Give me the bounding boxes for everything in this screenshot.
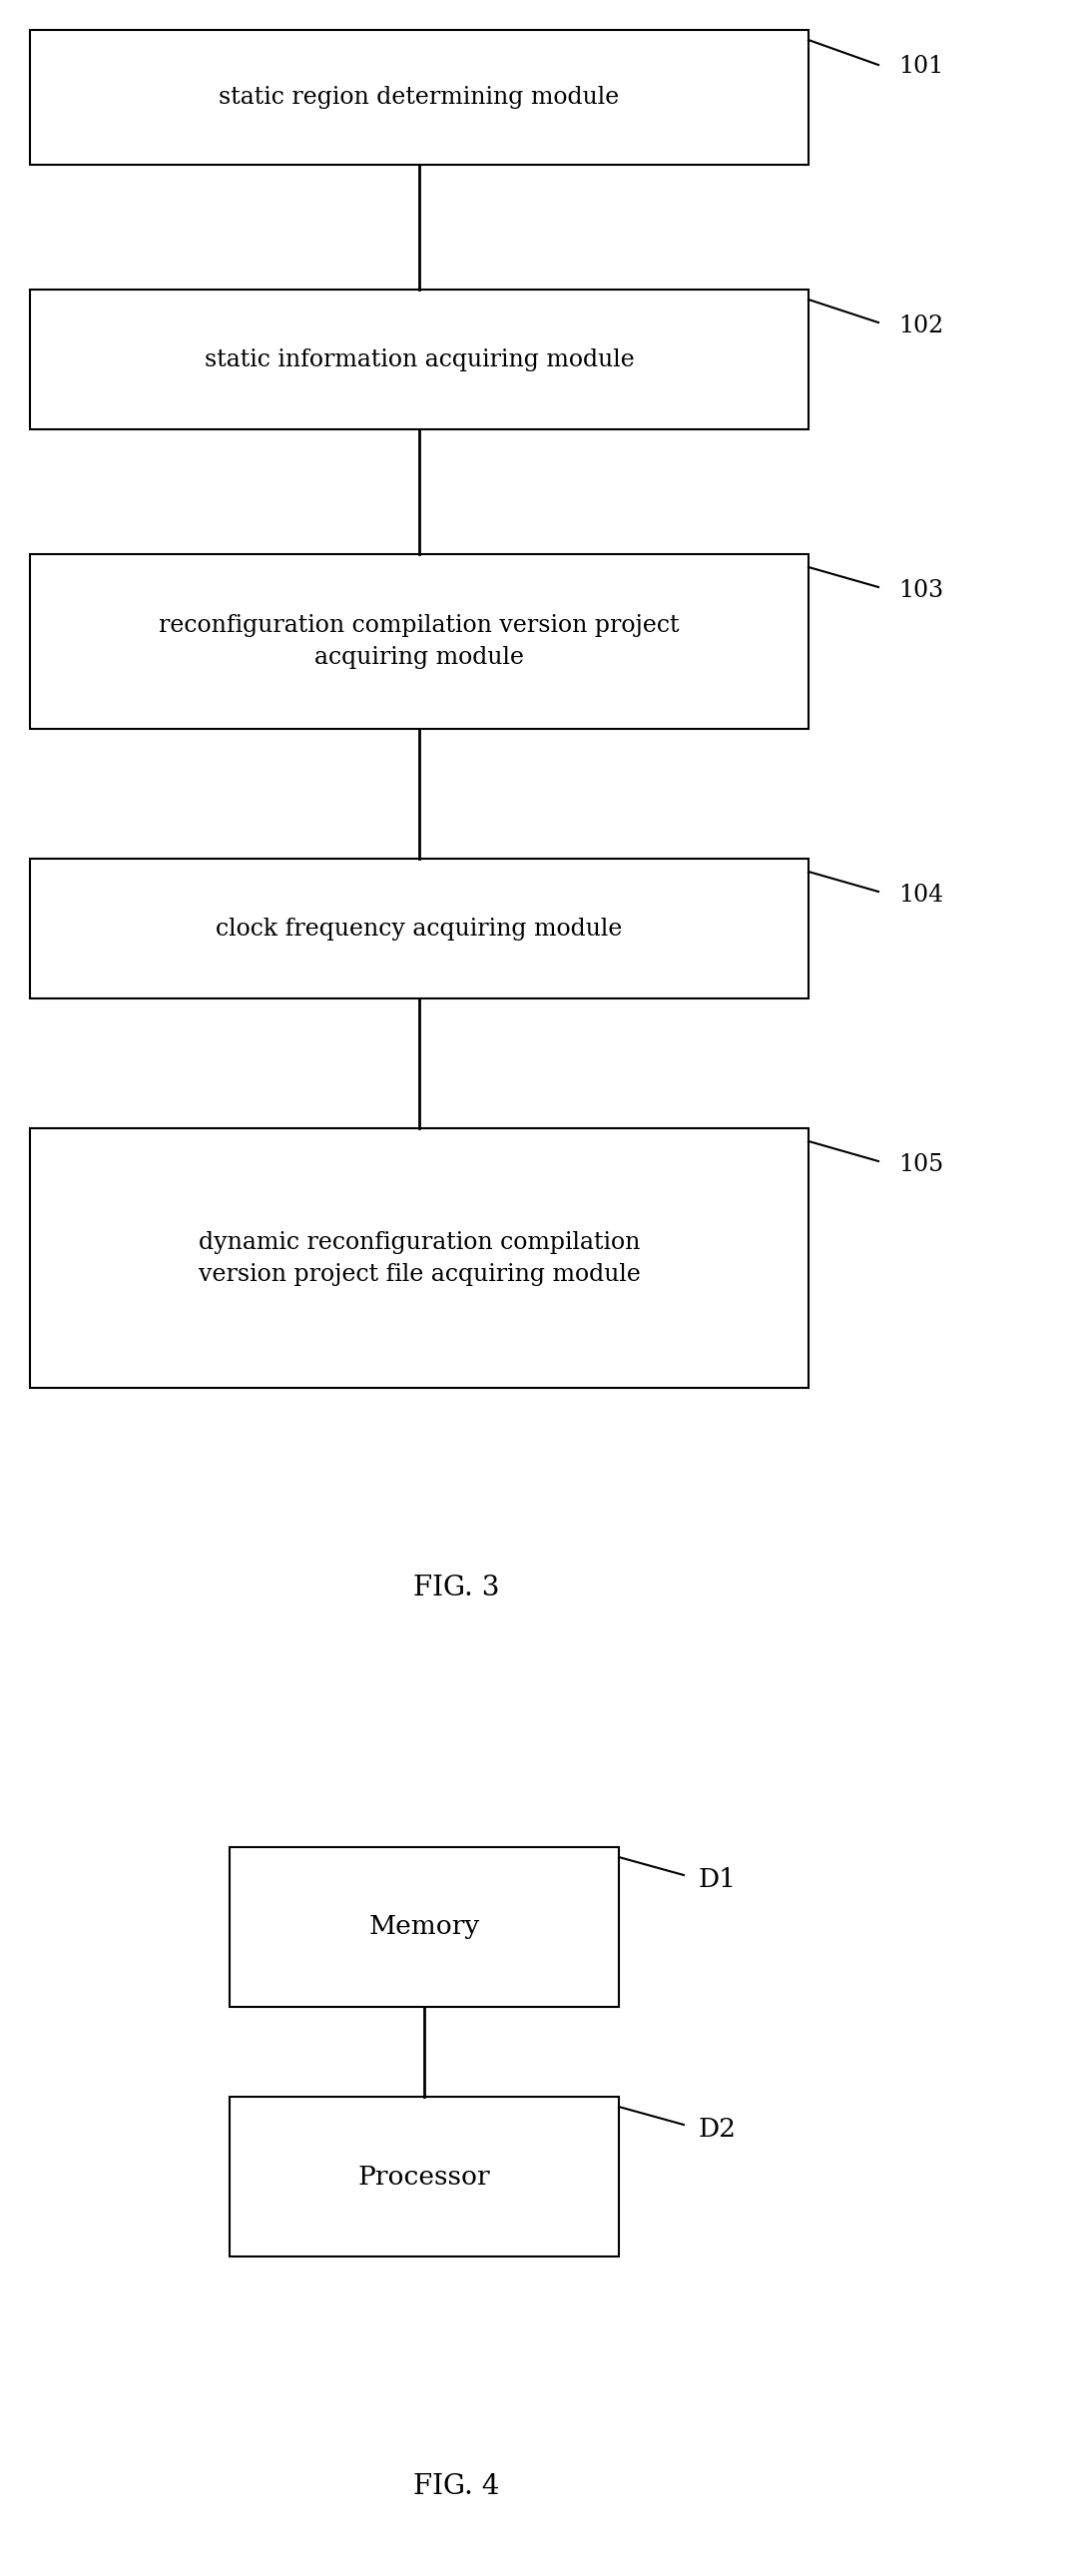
Text: 103: 103 xyxy=(898,580,944,603)
Text: D2: D2 xyxy=(698,2117,736,2141)
Text: clock frequency acquiring module: clock frequency acquiring module xyxy=(216,917,622,940)
Bar xyxy=(229,2097,619,2257)
Text: reconfiguration compilation version project
acquiring module: reconfiguration compilation version proj… xyxy=(159,613,680,670)
Text: Processor: Processor xyxy=(358,2164,491,2190)
Text: FIG. 3: FIG. 3 xyxy=(413,1574,500,1602)
Text: 105: 105 xyxy=(898,1154,944,1177)
Bar xyxy=(229,1847,619,2007)
Text: D1: D1 xyxy=(698,1868,736,1891)
Text: Memory: Memory xyxy=(368,1914,480,1940)
Text: static information acquiring module: static information acquiring module xyxy=(204,348,634,371)
Bar xyxy=(30,31,808,165)
Text: 104: 104 xyxy=(898,884,944,907)
Text: static region determining module: static region determining module xyxy=(219,85,619,108)
Bar xyxy=(30,1128,808,1388)
Text: 101: 101 xyxy=(898,54,944,77)
Bar xyxy=(30,554,808,729)
Text: FIG. 4: FIG. 4 xyxy=(413,2473,500,2499)
Bar xyxy=(30,289,808,430)
Text: 102: 102 xyxy=(898,314,944,337)
Text: dynamic reconfiguration compilation
version project file acquiring module: dynamic reconfiguration compilation vers… xyxy=(199,1231,641,1285)
Bar xyxy=(30,858,808,999)
